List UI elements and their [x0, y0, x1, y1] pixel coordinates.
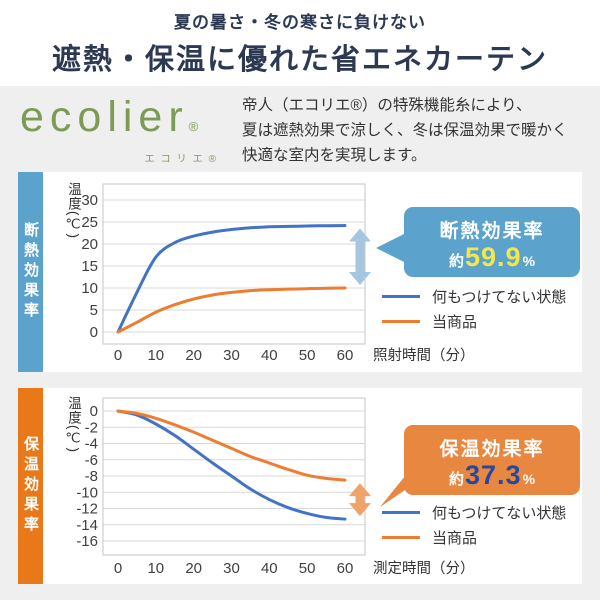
legend-swatch-orange: [382, 536, 420, 539]
legend-swatch-orange: [382, 320, 420, 323]
x-tick-label: 50: [299, 560, 316, 577]
badge-value-line: 約59.9%: [404, 242, 580, 277]
badge-unit: %: [522, 253, 536, 269]
y-tick-label: 0: [90, 403, 98, 420]
badge-value: 59.9: [465, 242, 522, 272]
legend-item: 何もつけてない状態: [382, 284, 566, 309]
x-tick-label: 20: [185, 347, 202, 364]
retention-side-label: 保温効果率: [22, 436, 39, 536]
brand-section: ecolier® エコリエ® 帝人（エコリエ®）の特殊機能糸により、 夏は遮熱効…: [0, 86, 600, 172]
y-axis-label: 温度(℃): [66, 396, 81, 453]
legend-label: 当商品: [432, 530, 478, 547]
y-tick-label: 0: [90, 324, 98, 341]
badge-title: 保温効果率: [439, 439, 545, 460]
badge-prefix: 約: [448, 471, 464, 488]
x-tick-label: 40: [261, 347, 278, 364]
brand-description-line: 夏は遮熱効果で涼しく、冬は保温効果で暖かく: [242, 122, 568, 139]
y-tick-label: 25: [81, 214, 98, 231]
y-tick-label: -14: [76, 517, 98, 534]
legend-label: 当商品: [432, 314, 478, 331]
x-tick-label: 10: [147, 347, 164, 364]
badge-value-line: 約37.3%: [404, 460, 580, 495]
plot-border: [102, 397, 366, 556]
y-tick-label: 10: [81, 280, 98, 297]
page-title: 遮熱・保温に優れた省エネカーテン: [51, 44, 548, 76]
retention-result-badge: 保温効果率 約37.3%: [380, 425, 580, 507]
badge-unit: %: [522, 471, 536, 487]
y-tick-label: -12: [76, 501, 98, 518]
badge-value: 37.3: [465, 460, 522, 490]
registered-mark-icon: ®: [188, 119, 199, 134]
legend-label: 何もつけてない状態: [432, 505, 567, 522]
y-tick-label: -6: [85, 452, 98, 469]
y-tick-label: 15: [81, 258, 98, 275]
x-tick-label: 40: [261, 560, 278, 577]
x-axis-title: 照射時間（分）: [373, 347, 475, 364]
heat-retention-card: 保温効果率 温度(℃) 0 -2 -4 -6 -8 -10 -12 -14 -16 0 10 20 30…: [18, 388, 582, 584]
x-tick-label: 60: [337, 347, 354, 364]
x-tick-label: 30: [223, 347, 240, 364]
y-tick-label: 5: [90, 302, 98, 319]
insulation-result-badge: 断熱効果率 約59.9%: [376, 207, 580, 277]
y-tick-label: -16: [76, 533, 98, 550]
x-tick-label: 10: [147, 560, 164, 577]
x-axis-title: 測定時間（分）: [373, 560, 475, 577]
series-line: [116, 286, 347, 334]
legend-swatch-blue: [382, 511, 420, 514]
x-tick-label: 20: [185, 560, 202, 577]
legend: 何もつけてない状態 当商品: [382, 500, 566, 550]
retention-chart: 0-2-4-6-8-10-12-14-160 10 20 30 40 50 60 測定時間（分…: [76, 397, 475, 577]
gap-arrow-icon: [349, 483, 371, 517]
brand-description-line: 快適な室内を実現します。: [242, 147, 427, 164]
brand-description: 帝人（エコリエ®）の特殊機能糸により、 夏は遮熱効果で涼しく、冬は保温効果で暖か…: [242, 93, 568, 168]
badge-title: 断熱効果率: [439, 221, 545, 242]
x-tick-label: 0: [114, 347, 122, 364]
badge-prefix: 約: [448, 253, 464, 270]
brand-logo-wordmark: ecolier®: [20, 94, 232, 150]
y-tick-label: -2: [85, 419, 98, 436]
gap-arrow-icon: [349, 228, 371, 285]
y-tick-label: 30: [81, 192, 98, 209]
brand-logo-text: ecolier: [20, 93, 189, 141]
retention-side-bar: 保温効果率: [18, 388, 43, 584]
brand-logo: ecolier® エコリエ®: [20, 94, 232, 165]
legend: 何もつけてない状態 当商品: [382, 284, 566, 334]
x-tick-label: 50: [299, 347, 316, 364]
series-line: [116, 409, 347, 521]
x-tick-label: 60: [337, 560, 354, 577]
y-axis-label: 温度(℃): [66, 182, 81, 239]
x-tick-label: 0: [114, 560, 122, 577]
legend-item: 当商品: [382, 309, 566, 334]
x-tick-label: 30: [223, 560, 240, 577]
legend-item: 当商品: [382, 525, 566, 550]
legend-item: 何もつけてない状態: [382, 500, 566, 525]
insulation-effect-card: 断熱効果率 温度(℃) 30 25 20 15 10 5 0 0 10 20 30 40 50 60 照射時…: [18, 172, 582, 372]
y-tick-label: -8: [85, 468, 98, 485]
series-line: [116, 409, 347, 482]
insulation-side-bar: 断熱効果率: [18, 172, 43, 372]
legend-label: 何もつけてない状態: [432, 289, 567, 306]
insulation-side-label: 断熱効果率: [22, 222, 39, 322]
y-tick-label: -10: [76, 484, 98, 501]
series-line: [116, 224, 347, 334]
header-subtitle: 夏の暑さ・冬の寒さに負けない: [174, 13, 426, 32]
y-tick-label: 20: [81, 236, 98, 253]
header: 夏の暑さ・冬の寒さに負けない 遮熱・保温に優れた省エネカーテン: [0, 0, 600, 86]
brand-logo-kana: エコリエ®: [144, 154, 222, 165]
plot-border: [102, 183, 366, 345]
brand-description-line: 帝人（エコリエ®）の特殊機能糸により、: [242, 97, 532, 114]
y-tick-label: -4: [85, 436, 98, 453]
legend-swatch-blue: [382, 295, 420, 298]
